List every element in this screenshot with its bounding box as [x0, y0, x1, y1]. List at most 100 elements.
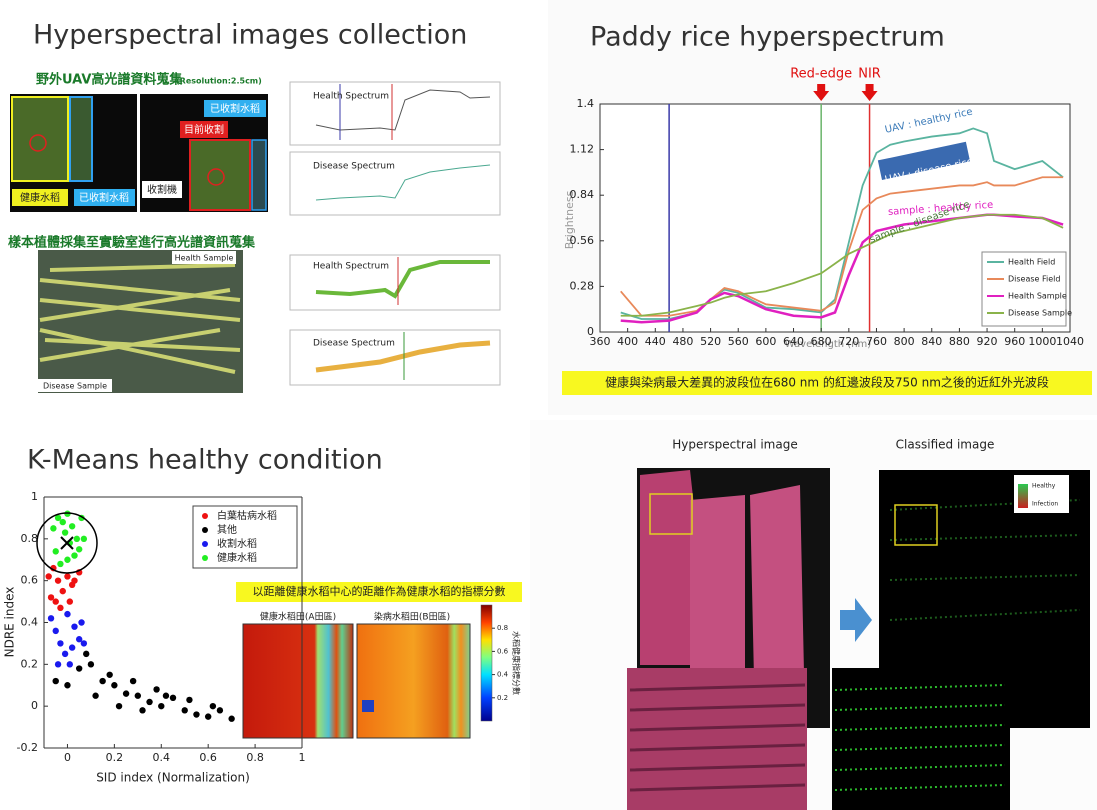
resolution: (Resolution:2.5cm): [176, 77, 262, 86]
y-tick-label: 1.4: [577, 97, 595, 110]
x-tick-label: 0.4: [153, 751, 171, 764]
scatter-point: [76, 546, 82, 552]
scatter-point: [69, 523, 75, 529]
image-title: Classified image: [896, 438, 995, 452]
scatter-point: [53, 548, 59, 554]
legend-swatch: [202, 513, 208, 519]
uav-field: [190, 140, 250, 210]
scatter-point: [146, 699, 152, 705]
colorbar-tick-label: 0.8: [497, 624, 508, 632]
uav-label: 健康水稻: [20, 191, 60, 204]
x-tick-label: 840: [921, 335, 942, 348]
scatter-point: [81, 536, 87, 542]
legend-swatch: [202, 541, 208, 547]
legend-label: Disease Field: [1008, 275, 1060, 284]
class-legend-label: Healthy: [1032, 483, 1056, 490]
legend-label: Disease Sample: [1008, 309, 1072, 318]
scatter-point: [71, 623, 77, 629]
scatter-point: [64, 573, 70, 579]
x-tick-label: 920: [977, 335, 998, 348]
scatter-point: [71, 552, 77, 558]
scatter-point: [45, 573, 51, 579]
caption: 健康與染病最大差異的波段位在680 nm 的紅邊波段及750 nm之後的近紅外光…: [605, 375, 1049, 390]
subheading: 野外UAV高光譜資料蒐集: [36, 72, 183, 88]
x-tick-label: 680: [811, 335, 832, 348]
legend-label: Health Sample: [1008, 292, 1067, 301]
scatter-point: [74, 536, 80, 542]
x-tick-label: 1040: [1056, 335, 1084, 348]
scatter-point: [64, 682, 70, 688]
scatter-point: [170, 695, 176, 701]
x-tick-label: 560: [728, 335, 749, 348]
scatter-point: [78, 619, 84, 625]
scatter-point: [69, 644, 75, 650]
heatmap-image: [243, 624, 353, 738]
scatter-point: [81, 640, 87, 646]
page: { "collection": { "title": "Hyperspectra…: [0, 0, 1097, 810]
map-title: 健康水稻田(A田區): [260, 611, 336, 623]
x-tick-label: 480: [672, 335, 693, 348]
x-tick-label: 960: [1004, 335, 1025, 348]
y-tick-label: 0: [587, 325, 594, 338]
section-title: Paddy rice hyperspectrum: [590, 22, 945, 53]
y-axis-label: NDRE index: [3, 587, 17, 658]
legend-label: 白葉枯病水稻: [217, 509, 277, 522]
section-title: K-Means healthy condition: [27, 445, 383, 476]
legend-label: 收割水稻: [217, 537, 257, 550]
scatter-point: [55, 661, 61, 667]
x-tick-label: 640: [783, 335, 804, 348]
y-tick-label: 0.8: [21, 532, 39, 545]
scatter-point: [60, 519, 66, 525]
uav-field: [12, 97, 68, 181]
scatter-point: [55, 577, 61, 583]
scatter-point: [60, 588, 66, 594]
scatter-point: [139, 707, 145, 713]
colorbar-tick-label: 0.4: [497, 671, 509, 679]
scatter-point: [193, 711, 199, 717]
scatter-point: [76, 665, 82, 671]
x-tick-label: 520: [700, 335, 721, 348]
scatter-point: [92, 693, 98, 699]
x-tick-label: 1: [299, 751, 306, 764]
y-tick-label: 0.84: [570, 188, 595, 201]
x-tick-label: 600: [755, 335, 776, 348]
x-tick-label: 440: [645, 335, 666, 348]
lab-label: Disease Sample: [43, 382, 107, 391]
image-title: Hyperspectral image: [672, 438, 797, 452]
scatter-point: [62, 651, 68, 657]
y-tick-label: 0.6: [21, 574, 39, 587]
uav-field: [252, 140, 266, 210]
class-legend-bar: [1018, 484, 1028, 508]
mini-title: Disease Spectrum: [313, 339, 395, 349]
heatmap-spot: [362, 700, 374, 712]
scatter-point: [153, 686, 159, 692]
scatter-point: [111, 682, 117, 688]
scatter-point: [99, 678, 105, 684]
scatter-point: [135, 693, 141, 699]
scatter-point: [186, 697, 192, 703]
section-title: Hyperspectral images collection: [33, 20, 467, 51]
uav-label: 已收割水稻: [210, 102, 260, 115]
legend-label: 其他: [217, 523, 237, 536]
lab-label: Health Sample: [175, 254, 234, 263]
scatter-point: [57, 640, 63, 646]
scatter-point: [217, 707, 223, 713]
legend-swatch: [202, 555, 208, 561]
scatter-point: [182, 707, 188, 713]
caption: 以距離健康水稻中心的距離作為健康水稻的指標分數: [253, 584, 506, 598]
scatter-point: [62, 529, 68, 535]
colorbar: [481, 605, 492, 721]
x-tick-label: 400: [617, 335, 638, 348]
scatter-point: [88, 661, 94, 667]
y-tick-label: -0.2: [17, 741, 38, 754]
scatter-point: [53, 598, 59, 604]
y-tick-label: 1.12: [570, 143, 595, 156]
legend-label: Health Field: [1008, 258, 1055, 267]
scatter-point: [106, 672, 112, 678]
scatter-point: [210, 703, 216, 709]
mini-title: Health Spectrum: [313, 92, 389, 102]
reference-label: NIR: [858, 67, 881, 82]
scatter-point: [57, 605, 63, 611]
map-title: 染病水稻田(B田區): [374, 611, 450, 623]
x-tick-label: 0: [64, 751, 71, 764]
